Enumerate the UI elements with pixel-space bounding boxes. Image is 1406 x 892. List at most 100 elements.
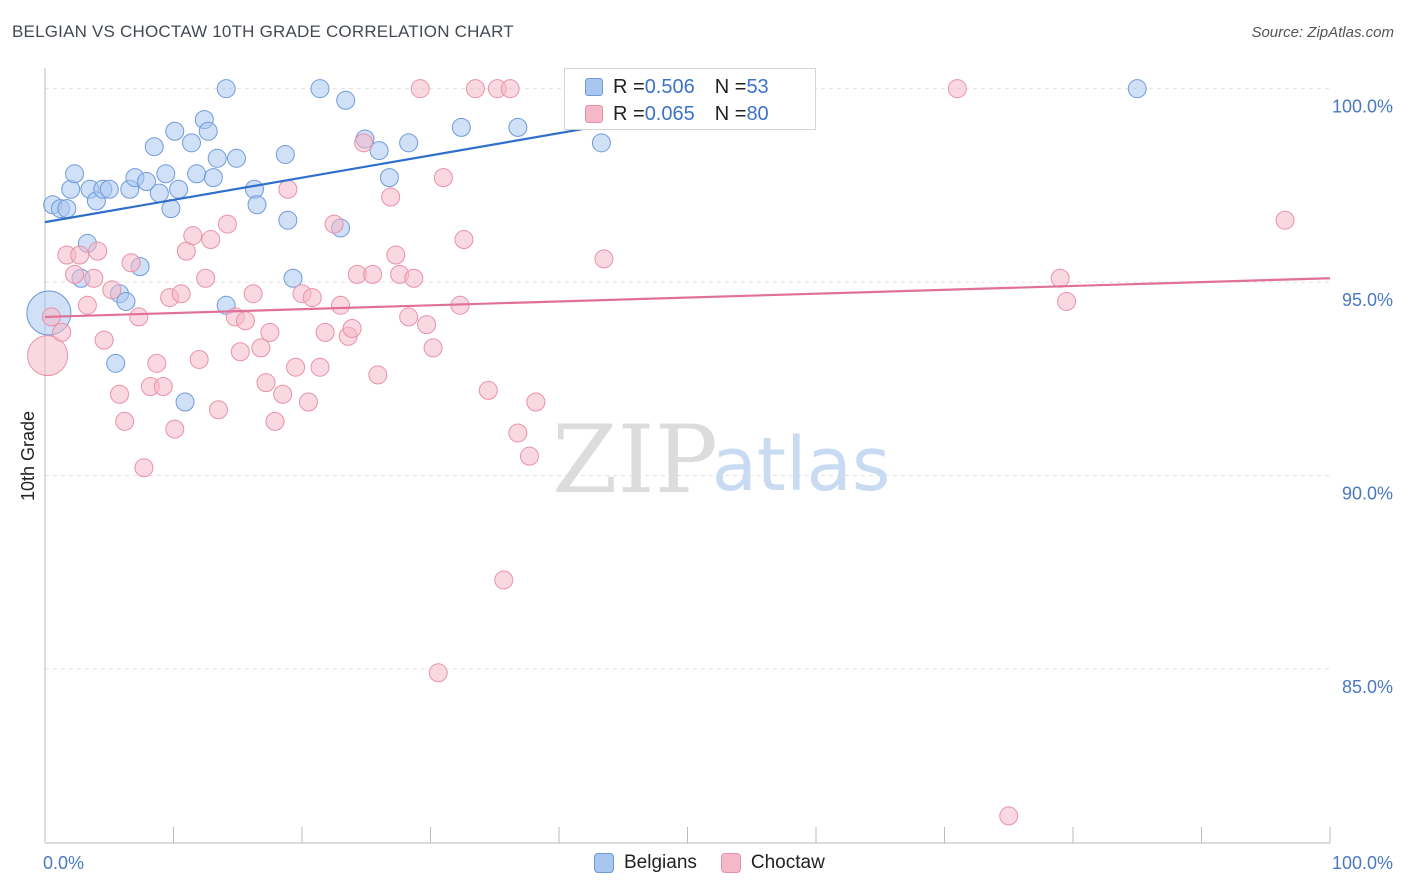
series-swatch-belgians [594,853,614,873]
y-tick-label: 85.0% [1342,677,1393,697]
choctaw-point [153,377,173,397]
series-legend-choctaw[interactable]: Choctaw [720,852,825,874]
choctaw-point [433,168,453,188]
series-swatch-choctaw [720,853,741,873]
choctaw-point [189,349,209,369]
choctaw-point [165,419,185,439]
legend-n-value: 53 [746,75,769,98]
series-legend: Belgians Choctaw [594,852,849,874]
choctaw-point [999,806,1019,826]
y-tick-label: 100.0% [1332,97,1393,117]
choctaw-point [399,307,419,327]
belgians-point [283,268,303,288]
belgians-point [247,195,267,215]
choctaw-point [65,264,85,284]
choctaw-point [465,79,485,99]
chart-title: BELGIAN VS CHOCTAW 10TH GRADE CORRELATIO… [12,22,514,41]
belgians-point [165,121,185,141]
belgians-point [181,133,201,153]
choctaw-point [217,214,237,234]
belgians-point [203,168,223,188]
gridlines [45,88,1330,670]
watermark-atlas: atlas [712,422,891,508]
legend-n-value: 80 [746,102,769,125]
choctaw-point [363,264,383,284]
choctaw-point [1050,268,1070,288]
choctaw-point [310,357,330,377]
choctaw-point [230,342,250,362]
belgians-point [99,179,119,199]
choctaw-point [52,322,72,342]
choctaw-point [1275,210,1295,230]
choctaw-point [134,458,154,478]
belgians-point [451,117,471,137]
choctaw-point [278,179,298,199]
choctaw-point [201,230,221,250]
choctaw-point [265,411,285,431]
choctaw-point [298,392,318,412]
belgians-point [275,144,295,164]
choctaw-point [947,79,967,99]
choctaw-point [594,249,614,269]
choctaw-point [494,570,514,590]
belgians-point [310,79,330,99]
correlation-legend: R = 0.506 N = 53 R = 0.065 N = 80 [564,68,816,130]
series-legend-belgians[interactable]: Belgians [594,852,697,874]
legend-n-label: N = [714,75,747,98]
choctaw-point [273,384,293,404]
y-tick-label: 90.0% [1342,484,1393,504]
choctaw-trend-line [44,277,1331,319]
choctaw-point [404,268,424,288]
source-label: Source: ZipAtlas.com [1251,24,1394,41]
choctaw-point [302,288,322,308]
choctaw-point [88,241,108,261]
belgians-point [57,199,77,219]
legend-row-choctaw: R = 0.065 N = 80 [585,102,769,126]
watermark-zip: ZIP [552,406,718,515]
choctaw-point [508,423,528,443]
belgians-point [1127,79,1147,99]
belgians-point [369,141,389,161]
belgians-point [198,121,218,141]
choctaw-point [260,322,280,342]
legend-r-value: 0.506 [644,75,695,98]
choctaw-point [27,335,69,377]
choctaw-point [84,268,104,288]
choctaw-point [315,322,335,342]
data-points [26,79,1295,826]
choctaw-point [70,245,90,265]
legend-n-label: N = [714,102,747,125]
y-axis-label: 10th Grade [18,411,38,501]
belgians-point [156,164,176,184]
choctaw-point [417,315,437,335]
choctaw-point [423,338,443,358]
choctaw-point [102,280,122,300]
y-tick-label: 95.0% [1342,290,1393,310]
belgians-point [175,392,195,412]
legend-r-label: R = [613,75,645,98]
x-tick-label: 0.0% [43,853,84,873]
choctaw-point [286,357,306,377]
choctaw-point [115,411,135,431]
choctaw-point [1057,291,1077,311]
belgians-point [187,164,207,184]
series-label-choctaw: Choctaw [750,852,825,873]
watermark: ZIP atlas [552,406,890,515]
choctaw-point [129,307,149,327]
axes [44,68,1331,844]
choctaw-point [368,365,388,385]
belgians-point [137,172,157,192]
choctaw-point [454,230,474,250]
belgians-point [226,148,246,168]
series-label-belgians: Belgians [624,852,697,873]
choctaw-point [110,384,130,404]
choctaw-point [256,373,276,393]
choctaw-point [410,79,430,99]
x-tick-label: 100.0% [1332,853,1393,873]
legend-swatch-belgians [585,78,603,96]
choctaw-point [183,226,203,246]
legend-r-label: R = [613,102,645,125]
legend-row-belgians: R = 0.506 N = 53 [585,75,769,99]
belgians-point [278,210,298,230]
